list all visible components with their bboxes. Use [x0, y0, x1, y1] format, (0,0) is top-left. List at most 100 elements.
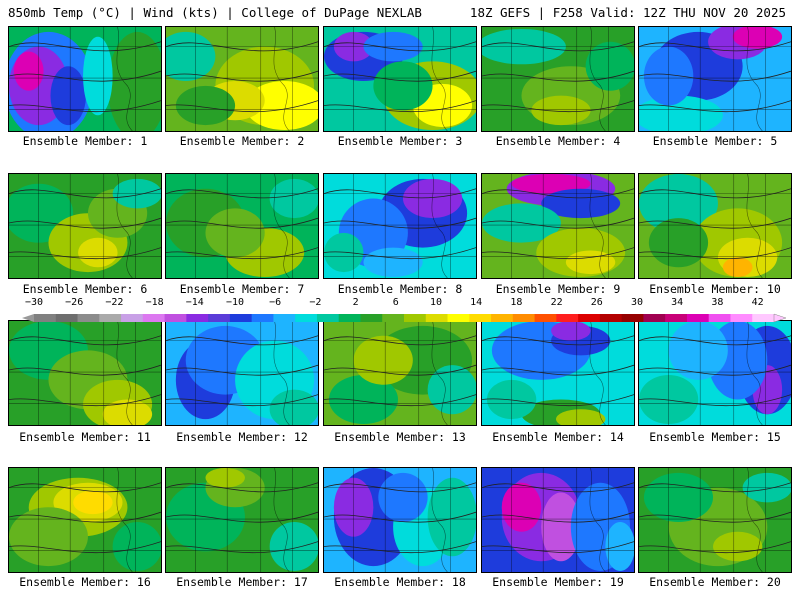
header-valid-time: 18Z GEFS | F258 Valid: 12Z THU NOV 20 20…	[469, 5, 786, 20]
colorbar-tick-label: −10	[225, 297, 245, 308]
colorbar-swatch	[99, 314, 122, 322]
temperature-region	[50, 66, 86, 126]
isotherm-contour	[482, 217, 634, 229]
ensemble-map-2	[165, 26, 319, 132]
temperature-region	[585, 41, 634, 91]
ensemble-member-label: Ensemble Member: 18	[334, 575, 466, 589]
ensemble-member-label: Ensemble Member: 1	[22, 134, 148, 148]
colorbar-swatch	[77, 314, 100, 322]
temperature-field	[166, 321, 318, 425]
colorbar-tick-label: 26	[590, 297, 603, 308]
colorbar-tick-label: 22	[550, 297, 563, 308]
temperature-region	[353, 335, 413, 385]
ensemble-map-15	[638, 320, 792, 426]
temperature-field	[639, 174, 791, 278]
colorbar-swatch	[382, 314, 405, 322]
ensemble-member-label: Ensemble Member: 3	[337, 134, 463, 148]
isotherm-contour	[482, 100, 634, 112]
isotherm-contour	[482, 511, 634, 523]
temperature-region	[205, 208, 265, 258]
isotherm-contour	[482, 247, 634, 259]
isotherm-contour	[9, 335, 161, 346]
isotherm-contour	[166, 41, 318, 52]
ensemble-member-label: Ensemble Member: 20	[649, 575, 781, 589]
isotherm-contour	[639, 394, 791, 406]
colorbar-tick-label: 34	[671, 297, 684, 308]
temperature-region	[551, 321, 591, 341]
temperature-field	[639, 27, 791, 131]
colorbar-swatch	[491, 314, 514, 322]
border-line	[431, 321, 448, 425]
temperature-region	[269, 178, 318, 219]
temperature-region	[643, 472, 714, 522]
isotherm-contour	[639, 247, 791, 259]
isotherm-contour	[324, 70, 476, 82]
colorbar-swatch	[142, 314, 165, 322]
isotherm-contour	[324, 41, 476, 52]
isotherm-contour	[9, 217, 161, 229]
temperature-region	[531, 95, 591, 126]
isotherm-contour	[324, 394, 476, 406]
temperature-region	[732, 27, 783, 49]
ensemble-map-10	[638, 173, 792, 279]
ensemble-member-label: Ensemble Member: 10	[649, 282, 781, 296]
temperature-region	[102, 399, 153, 425]
border-line	[431, 468, 448, 572]
temperature-region	[713, 531, 763, 562]
temperature-field	[482, 468, 634, 572]
isotherm-contour	[639, 188, 791, 199]
colorbar-swatches	[22, 313, 787, 323]
ensemble-member-label: Ensemble Member: 13	[334, 430, 466, 444]
ensemble-map-8	[323, 173, 477, 279]
ensemble-map-3	[323, 26, 477, 132]
temperature-region	[648, 218, 709, 268]
colorbar-swatch	[316, 314, 340, 322]
isotherm-contour	[482, 482, 634, 493]
temperature-field	[9, 321, 161, 425]
colorbar-tick-label: −14	[185, 297, 204, 308]
colorbar-swatch	[208, 314, 231, 322]
isotherm-contour	[166, 247, 318, 259]
colorbar-swatch	[164, 314, 187, 322]
isotherm-contour	[166, 541, 318, 553]
temperature-region	[501, 482, 542, 532]
isotherm-contour	[166, 100, 318, 112]
isotherm-contour	[639, 364, 791, 376]
temperature-region	[668, 321, 728, 380]
isotherm-contour	[482, 335, 634, 346]
isotherm-contour	[9, 482, 161, 493]
temperature-field	[639, 468, 791, 572]
border-line	[746, 321, 763, 425]
ensemble-map-20	[638, 467, 792, 573]
border-line	[116, 27, 133, 131]
colorbar-swatch	[121, 314, 144, 322]
temperature-region	[378, 472, 428, 522]
colorbar-swatch	[534, 314, 557, 322]
colorbar-swatch	[273, 314, 296, 322]
temperature-field	[166, 27, 318, 131]
isotherm-contour	[9, 188, 161, 199]
colorbar-swatch	[425, 314, 448, 322]
ensemble-map-14	[481, 320, 635, 426]
border-line	[431, 174, 448, 278]
temperature-field	[9, 174, 161, 278]
colorbar-swatch	[730, 314, 753, 322]
ensemble-member-label: Ensemble Member: 8	[337, 282, 463, 296]
isotherm-contour	[166, 335, 318, 346]
isotherm-contour	[166, 188, 318, 199]
isotherm-contour	[324, 541, 476, 553]
ensemble-member-label: Ensemble Member: 11	[19, 430, 151, 444]
temperature-field	[324, 468, 476, 572]
temperature-field	[482, 27, 634, 131]
temperature-region	[639, 174, 718, 233]
ensemble-member-label: Ensemble Member: 14	[492, 430, 624, 444]
temperature-region	[112, 521, 161, 572]
isotherm-contour	[9, 247, 161, 259]
ensemble-map-17	[165, 467, 319, 573]
colorbar-swatch	[686, 314, 710, 322]
colorbar-tick-label: −2	[309, 297, 322, 308]
temperature-region	[269, 521, 318, 572]
colorbar-swatch	[469, 314, 492, 322]
border-line	[589, 27, 606, 131]
ensemble-member-label: Ensemble Member: 15	[649, 430, 781, 444]
